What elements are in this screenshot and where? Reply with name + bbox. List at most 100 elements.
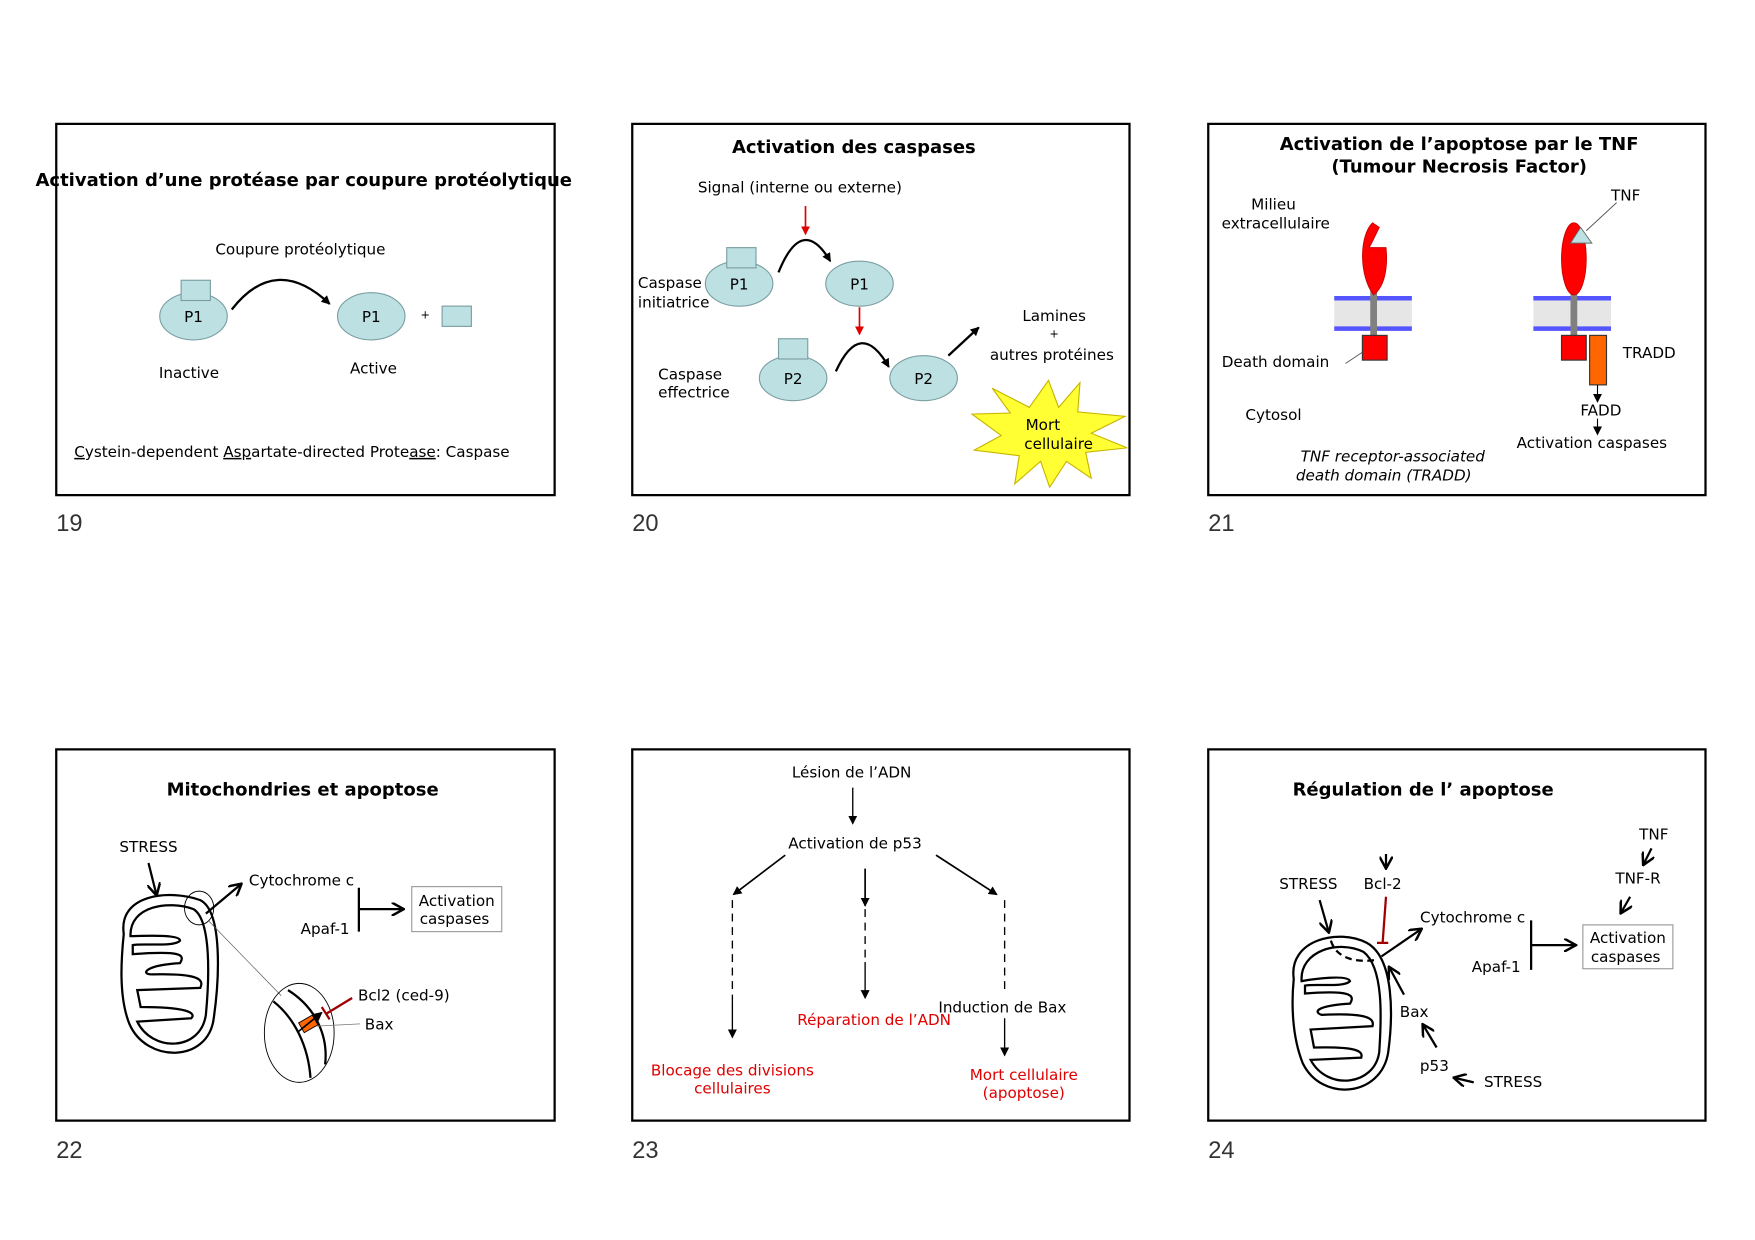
- initiator-label: Caspase: [638, 274, 702, 292]
- bcl2-label: Bcl-2: [1364, 875, 1402, 893]
- cytochrome-release-arrow: [1380, 929, 1421, 958]
- slide-subtitle: (Tumour Necrosis Factor): [1331, 156, 1587, 177]
- effector-label: effectrice: [658, 383, 730, 401]
- receptor-unbound: [1334, 222, 1412, 361]
- stress-arrow: [1455, 1078, 1475, 1083]
- tnf-label: TNF: [1610, 186, 1640, 204]
- inactive-label: Inactive: [159, 364, 219, 382]
- activation-label: Activation: [1590, 929, 1666, 947]
- mitochondrion-icon: [1291, 935, 1393, 1091]
- cytosol-label: Cytosol: [1245, 406, 1301, 424]
- prodomain: [726, 247, 757, 269]
- released-prodomain: [441, 305, 472, 327]
- cleavage-arrow: [834, 342, 890, 372]
- slide-number: 24: [1208, 1138, 1234, 1164]
- protein-active: [336, 292, 406, 341]
- slide-frame: [631, 748, 1131, 1122]
- tnf-ligand-icon: [1569, 226, 1593, 244]
- slide-number: 23: [632, 1138, 658, 1164]
- tradd-definition: TNF receptor-associated: [1301, 447, 1486, 465]
- death-domain-label: Death domain: [1222, 353, 1330, 371]
- stress-label: STRESS: [1279, 875, 1337, 893]
- tnf-label: TNF: [1638, 825, 1668, 843]
- arrow: [935, 854, 998, 896]
- protein-label: P1: [850, 275, 869, 293]
- prodomain: [777, 338, 809, 360]
- activation-box: [411, 886, 503, 933]
- caspase-acronym: Cystein-dependent Aspartate-directed Pro…: [74, 443, 509, 461]
- arrow: [732, 854, 786, 896]
- slide-number: 22: [56, 1138, 82, 1164]
- cell-death-label: Mort cellulaire: [970, 1066, 1078, 1084]
- activation-label: Activation: [419, 892, 495, 910]
- slide-24: Régulation de l’ apoptose TNF TNF-R Acti…: [1207, 748, 1707, 1164]
- stress-arrow: [149, 862, 157, 895]
- bcl2-inhibition: [1381, 896, 1388, 943]
- cut-label: Coupure protéolytique: [215, 240, 385, 258]
- slide-number: 20: [632, 511, 658, 537]
- stress-label: STRESS: [1484, 1073, 1542, 1091]
- stress-arrow: [1318, 899, 1329, 932]
- arrow: [1621, 896, 1630, 913]
- caspase-effector-active: [889, 355, 958, 402]
- plus-sign: +: [421, 309, 430, 322]
- cytochrome-label: Cytochrome c: [249, 872, 354, 890]
- cell-death-burst: [970, 379, 1128, 489]
- targets-label: autres protéines: [990, 346, 1114, 364]
- slide-number: 21: [1208, 511, 1234, 537]
- targets-label: Lamines: [1022, 307, 1086, 325]
- slide-title: Mitochondries et apoptose: [167, 780, 439, 801]
- cell-death-label: (apoptose): [983, 1084, 1065, 1102]
- cytochrome-release-arrow: [205, 884, 241, 915]
- p53-label: p53: [1420, 1057, 1449, 1075]
- stress-label: STRESS: [119, 838, 177, 856]
- arrow: [1644, 847, 1652, 864]
- activation-label: caspases: [1591, 948, 1661, 966]
- slide-19: Activation d’une protéase par coupure pr…: [35, 122, 572, 537]
- extracellular-label: extracellulaire: [1222, 215, 1330, 233]
- tradd-block: [1589, 334, 1608, 386]
- receptor-bound: [1533, 202, 1617, 386]
- leader-line: [1345, 351, 1363, 364]
- bax-induction-label: Induction de Bax: [938, 999, 1066, 1017]
- slide-23: Lésion de l’ADN Activation de p53 Répara…: [631, 748, 1131, 1164]
- prodomain: [180, 279, 211, 302]
- cleavage-arrow: [777, 239, 832, 273]
- division-block-label: cellulaires: [694, 1080, 771, 1098]
- cleavage-arrow: [230, 278, 331, 311]
- initiator-label: initiatrice: [638, 293, 710, 311]
- mitochondrion-icon: [120, 893, 220, 1054]
- active-label: Active: [350, 360, 397, 378]
- slide-title: Activation de l’apoptose par le TNF: [1280, 134, 1639, 155]
- dna-repair-label: Réparation de l’ADN: [797, 1011, 951, 1029]
- slide-title: Régulation de l’ apoptose: [1293, 780, 1554, 801]
- slide-20: Activation des caspases Signal (interne …: [631, 122, 1131, 537]
- apaf-label: Apaf-1: [301, 920, 350, 938]
- zoom-line: [207, 920, 282, 996]
- tnfr-label: TNF-R: [1614, 869, 1661, 887]
- death-label: Mort: [1026, 416, 1061, 434]
- bax-arrow: [1389, 968, 1405, 996]
- apaf-label: Apaf-1: [1472, 958, 1521, 976]
- slide-number: 19: [56, 511, 82, 537]
- bcl2-label: Bcl2 (ced-9): [358, 986, 450, 1004]
- division-block-label: Blocage des divisions: [651, 1062, 814, 1080]
- slide-title: Activation d’une protéase par coupure pr…: [35, 170, 572, 191]
- cytochrome-label: Cytochrome c: [1420, 909, 1525, 927]
- slide-frame: [1207, 122, 1707, 497]
- p53-arrow: [1423, 1025, 1438, 1049]
- membrane-detail: [263, 982, 361, 1083]
- protein-label: P2: [914, 370, 933, 388]
- death-label: cellulaire: [1024, 435, 1093, 453]
- tradd-definition: death domain (TRADD): [1296, 467, 1472, 485]
- activation-label: Activation caspases: [1517, 434, 1667, 452]
- protein-label: P2: [784, 370, 803, 388]
- slide-21: Activation de l’apoptose par le TNF (Tum…: [1207, 122, 1707, 537]
- p53-label: Activation de p53: [788, 834, 922, 852]
- slide-22: Mitochondries et apoptose STRESS Cytochr…: [55, 748, 556, 1164]
- protein-label: P1: [362, 308, 381, 326]
- target-arrow: [947, 326, 980, 357]
- slide-title: Activation des caspases: [732, 137, 976, 158]
- activation-box: [1582, 924, 1674, 970]
